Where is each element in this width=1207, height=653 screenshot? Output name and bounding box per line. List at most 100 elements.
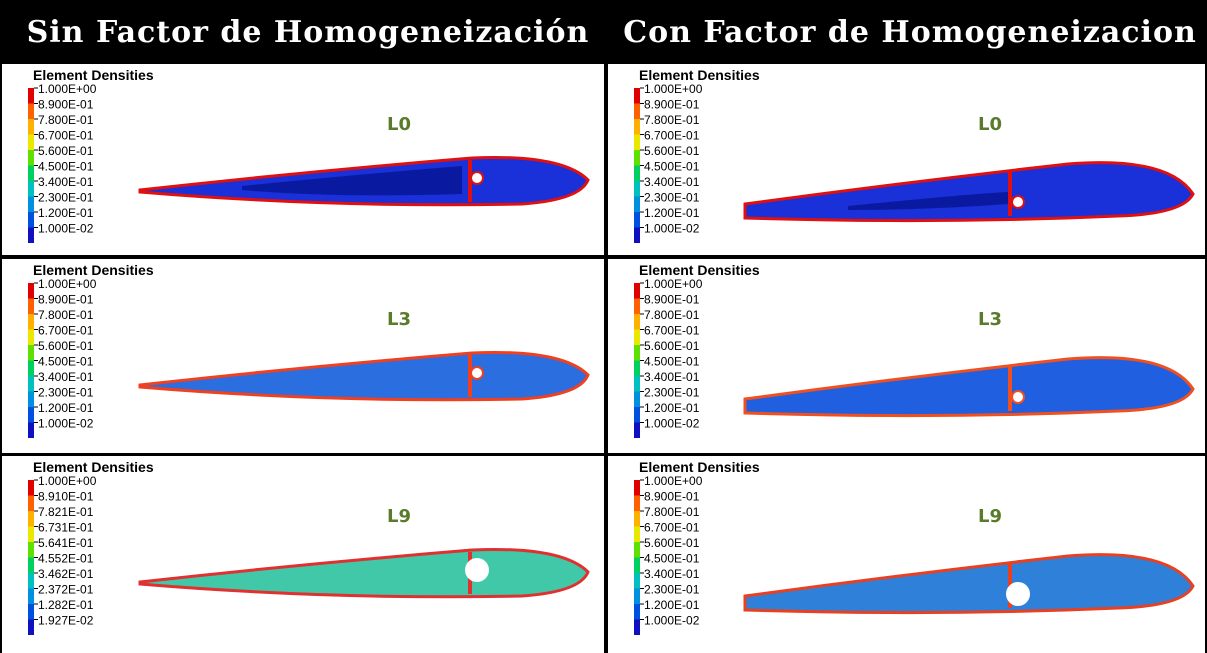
legend-label: 5.600E-01: [38, 144, 94, 158]
legend-label: 3.462E-01: [38, 567, 94, 581]
legend-swatch: [634, 283, 640, 299]
legend-label: 3.400E-01: [644, 567, 700, 581]
legend-label: 7.800E-01: [38, 113, 94, 127]
legend-label: 2.300E-01: [644, 191, 700, 205]
legend-label: 7.800E-01: [644, 308, 700, 322]
legend-label: 4.500E-01: [38, 355, 94, 369]
legend-swatch: [28, 604, 34, 620]
legend-swatch: [28, 376, 34, 392]
legend-swatch: [28, 573, 34, 589]
legend-swatch: [634, 376, 640, 392]
level-label: L3: [387, 309, 411, 330]
legend-label: 1.000E-02: [38, 222, 94, 236]
legend-label: 3.400E-01: [644, 175, 700, 189]
legend-swatch: [634, 360, 640, 376]
legend-swatch: [28, 165, 34, 181]
legend-title: Element Densities: [33, 459, 154, 475]
hole: [1011, 195, 1025, 209]
airfoil-core: [242, 166, 462, 196]
legend-swatch: [634, 181, 640, 197]
legend-swatch: [28, 360, 34, 376]
legend-swatch: [28, 298, 34, 314]
legend-swatch: [634, 119, 640, 135]
legend-title: Element Densities: [33, 67, 154, 83]
legend-swatch: [634, 150, 640, 166]
legend-label: 5.600E-01: [38, 339, 94, 353]
legend-label: 8.910E-01: [38, 490, 94, 504]
legend-label: 8.900E-01: [644, 490, 700, 504]
legend-label: 1.000E+00: [644, 277, 703, 291]
airfoil: [743, 356, 1195, 418]
legend-label: 5.600E-01: [644, 536, 700, 550]
legend-swatch: [634, 329, 640, 345]
legend-label: 2.372E-01: [38, 583, 94, 597]
legend-swatch: [634, 314, 640, 330]
legend-label: 1.000E-02: [644, 417, 700, 431]
legend-swatch: [28, 588, 34, 604]
legend-swatch: [28, 150, 34, 166]
legend-swatch: [28, 345, 34, 361]
legend-swatch: [634, 345, 640, 361]
legend-swatch: [28, 212, 34, 228]
legend-title: Element Densities: [639, 459, 760, 475]
airfoil: [138, 351, 590, 402]
legend-label: 1.000E+00: [644, 474, 703, 488]
legend-swatch: [28, 422, 34, 438]
legend-label: 3.400E-01: [644, 370, 700, 384]
legend-swatch: [634, 165, 640, 181]
hole: [470, 171, 484, 185]
level-label: L9: [978, 506, 1002, 527]
legend-label: 8.900E-01: [38, 98, 94, 112]
column-header: Sin Factor de Homogeneización: [27, 15, 590, 50]
legend-swatch: [28, 103, 34, 119]
legend-label: 6.700E-01: [644, 129, 700, 143]
legend-label: 4.500E-01: [644, 552, 700, 566]
legend-swatch: [634, 526, 640, 542]
legend-swatch: [28, 391, 34, 407]
hole: [470, 366, 484, 380]
legend-swatch: [634, 495, 640, 511]
legend-swatch: [634, 604, 640, 620]
panel-background: [608, 64, 1205, 255]
level-label: L3: [978, 309, 1002, 330]
legend-title: Element Densities: [639, 262, 760, 278]
legend-label: 5.600E-01: [644, 144, 700, 158]
legend-swatch: [28, 557, 34, 573]
legend-swatch: [28, 329, 34, 345]
legend-label: 4.500E-01: [644, 160, 700, 174]
legend-swatch: [28, 511, 34, 527]
legend-swatch: [634, 227, 640, 243]
legend-label: 6.700E-01: [38, 324, 94, 338]
legend-swatch: [634, 588, 640, 604]
legend-swatch: [28, 542, 34, 558]
panel-background: [608, 259, 1205, 453]
legend-label: 8.900E-01: [644, 98, 700, 112]
legend-label: 1.282E-01: [38, 598, 94, 612]
legend-swatch: [28, 619, 34, 635]
legend-label: 1.927E-02: [38, 614, 94, 628]
legend-label: 8.900E-01: [38, 293, 94, 307]
legend-label: 1.000E+00: [644, 82, 703, 96]
legend-swatch: [634, 88, 640, 104]
legend-swatch: [28, 314, 34, 330]
legend-label: 7.821E-01: [38, 505, 94, 519]
legend-swatch: [634, 573, 640, 589]
legend-swatch: [28, 495, 34, 511]
legend-label: 4.552E-01: [38, 552, 94, 566]
legend-title: Element Densities: [639, 67, 760, 83]
legend-swatch: [634, 103, 640, 119]
legend-label: 1.200E-01: [38, 401, 94, 415]
legend-label: 1.000E+00: [38, 82, 97, 96]
legend-swatch: [634, 511, 640, 527]
legend-swatch: [634, 480, 640, 496]
legend-label: 6.700E-01: [38, 129, 94, 143]
legend-label: 7.800E-01: [38, 308, 94, 322]
legend-swatch: [634, 407, 640, 423]
legend-swatch: [634, 212, 640, 228]
legend-label: 2.300E-01: [644, 386, 700, 400]
